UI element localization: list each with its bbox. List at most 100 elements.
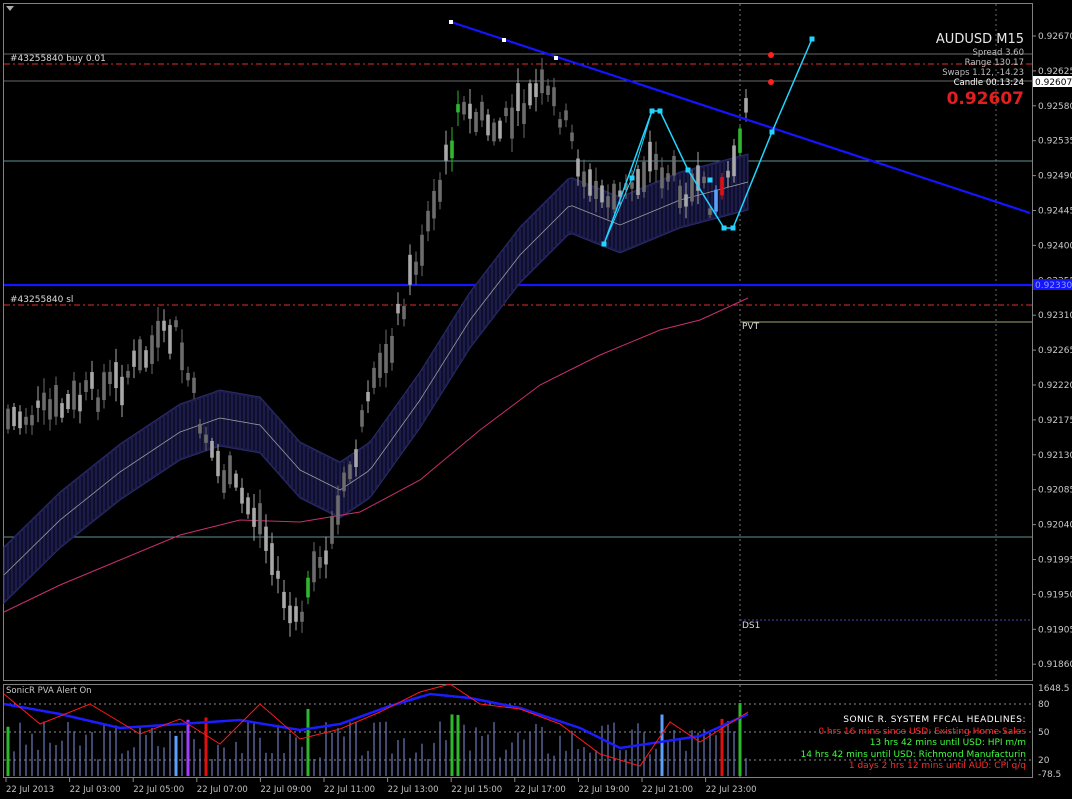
- trend-line[interactable]: [449, 20, 1031, 215]
- candle-body: [132, 350, 136, 367]
- candle-body: [456, 104, 460, 113]
- candle-body: [642, 161, 646, 193]
- candle-body: [660, 167, 664, 189]
- candle-body: [312, 551, 316, 583]
- candle-body: [618, 190, 622, 197]
- candle-body: [120, 376, 124, 406]
- blue-level-box: [1033, 279, 1072, 290]
- candle-body: [744, 98, 748, 113]
- candles: [6, 57, 748, 637]
- indicator-tick-label: 50: [1038, 728, 1050, 738]
- price-tick-label: 0.92310: [1038, 311, 1072, 321]
- volume-bars: [6, 703, 747, 776]
- candle-body: [636, 169, 640, 195]
- candle-body: [360, 410, 364, 427]
- indicator-window[interactable]: 1648.5 80 50 20 -78.5 22 Jul 2013 22 Jul 03:0…: [0, 684, 1072, 799]
- candle-body: [480, 101, 484, 121]
- candle-body: [90, 372, 94, 389]
- plot-frame: [3, 3, 1033, 681]
- candle-body: [702, 176, 706, 184]
- candle-body: [210, 440, 214, 458]
- price-chart[interactable]: 0.92670 0.92625 0.92580 0.92535 0.92490 0.924…: [0, 0, 1072, 684]
- candle-body: [126, 371, 130, 378]
- price-axis: 0.92670 0.92625 0.92580 0.92535 0.92490 0.924…: [1032, 32, 1072, 670]
- candle-body: [468, 103, 472, 119]
- candle-body: [420, 234, 424, 266]
- headline-item: 13 hrs 42 mins until USD: HPI m/m: [869, 738, 1026, 748]
- spread-info: Spread 3.60: [972, 48, 1024, 58]
- price-tick-label: 0.92670: [1038, 32, 1072, 42]
- blue-level-label: 0.92330: [1035, 281, 1072, 291]
- candle-body: [714, 189, 718, 212]
- zigzag-point: [721, 225, 727, 231]
- pivot-label: PVT: [742, 322, 760, 332]
- candle-body: [600, 185, 604, 203]
- bid-price: 0.92607: [946, 89, 1024, 109]
- candle-body: [414, 261, 418, 275]
- candle-body: [474, 111, 478, 133]
- candle-body: [510, 107, 514, 139]
- zigzag-point: [769, 129, 775, 135]
- candle-body: [324, 550, 328, 565]
- candle-body: [246, 497, 250, 515]
- candle-body: [384, 343, 388, 374]
- price-tick-label: 0.92625: [1038, 67, 1072, 77]
- candle-body: [96, 397, 100, 412]
- candle-body: [240, 487, 244, 504]
- candle-body: [114, 362, 118, 389]
- candle-body: [144, 350, 148, 368]
- candle-body: [654, 153, 658, 170]
- order-dot: [768, 52, 774, 58]
- indicator-red-line: [3, 684, 749, 767]
- candle-body: [522, 103, 526, 124]
- stop-loss-label: #43255840 sl: [10, 295, 74, 305]
- candle-body: [528, 83, 532, 106]
- candle-body: [150, 335, 154, 364]
- headlines-title: SONIC R. SYSTEM FFCAL HEADLINES:: [843, 715, 1026, 725]
- candle-body: [66, 394, 70, 410]
- price-tick-label: 0.92535: [1038, 137, 1072, 147]
- candle-body: [588, 169, 592, 196]
- candle-body: [336, 495, 340, 525]
- zigzag-point: [809, 36, 815, 42]
- band-center: [3, 181, 749, 576]
- trend-anchor: [449, 20, 453, 24]
- candle-body: [498, 120, 502, 139]
- candle-body: [396, 303, 400, 314]
- price-tick-label: 0.91995: [1038, 556, 1072, 566]
- range-info: Range 130.17: [964, 58, 1024, 68]
- candle-body: [276, 570, 280, 579]
- candle-body: [78, 394, 82, 412]
- headlines-panel: SONIC R. SYSTEM FFCAL HEADLINES: 0 hrs 1…: [801, 715, 1026, 773]
- candle-body: [72, 380, 76, 410]
- candle-body: [570, 132, 574, 142]
- candle-body: [12, 406, 16, 427]
- trend-line-segment: [450, 20, 1031, 215]
- price-tick-label: 0.92040: [1038, 521, 1072, 531]
- candle-body: [648, 141, 652, 172]
- candle-body: [486, 114, 490, 136]
- zigzag-pattern[interactable]: [601, 36, 815, 247]
- candle-body: [696, 165, 700, 191]
- candle-body: [252, 507, 256, 527]
- price-tick-label: 0.92130: [1038, 451, 1072, 461]
- trend-anchor: [554, 56, 558, 60]
- price-tick-label: 0.92085: [1038, 486, 1072, 496]
- time-axis: 22 Jul 2013 22 Jul 03:00 22 Jul 05:00 22 Ju…: [5, 778, 757, 795]
- ema-curve: [3, 297, 749, 613]
- candle-body: [534, 83, 538, 98]
- candle-body: [36, 400, 40, 408]
- candle-body: [720, 177, 724, 196]
- price-tick-label: 0.92175: [1038, 416, 1072, 426]
- candle-body: [408, 254, 412, 285]
- current-price-box: [1033, 76, 1072, 87]
- zigzag-point: [657, 108, 663, 114]
- price-tick-label: 0.92400: [1038, 241, 1072, 251]
- candle-body: [594, 180, 598, 199]
- indicator-blue-line: [3, 692, 749, 750]
- zigzag-point: [707, 177, 713, 183]
- time-tick-label: 22 Jul 11:00: [324, 785, 375, 795]
- candle-body: [102, 372, 106, 401]
- chart-menu-icon[interactable]: [6, 6, 14, 11]
